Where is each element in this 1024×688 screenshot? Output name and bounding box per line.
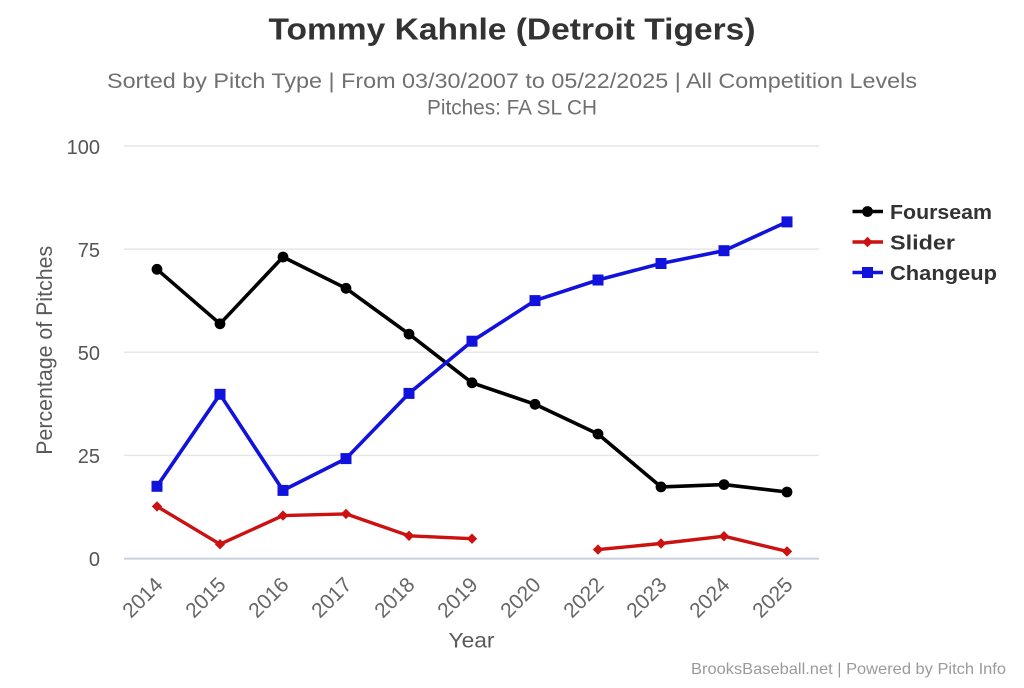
svg-text:Sorted by Pitch Type | From 03: Sorted by Pitch Type | From 03/30/2007 t… bbox=[107, 70, 917, 93]
svg-text:75: 75 bbox=[78, 240, 100, 262]
svg-text:Fourseam: Fourseam bbox=[890, 202, 992, 224]
svg-text:BrooksBaseball.net | Powered b: BrooksBaseball.net | Powered by Pitch In… bbox=[691, 661, 1006, 678]
svg-text:25: 25 bbox=[78, 446, 100, 468]
svg-text:Year: Year bbox=[449, 629, 495, 653]
svg-text:50: 50 bbox=[78, 343, 100, 365]
svg-text:0: 0 bbox=[89, 549, 100, 571]
svg-text:Slider: Slider bbox=[890, 232, 955, 254]
svg-text:Changeup: Changeup bbox=[890, 263, 997, 285]
svg-text:Tommy Kahnle (Detroit Tigers): Tommy Kahnle (Detroit Tigers) bbox=[269, 12, 756, 47]
svg-text:Percentage of Pitches: Percentage of Pitches bbox=[32, 246, 57, 455]
svg-text:Pitches: FA SL CH: Pitches: FA SL CH bbox=[427, 97, 597, 120]
svg-text:100: 100 bbox=[67, 137, 100, 159]
